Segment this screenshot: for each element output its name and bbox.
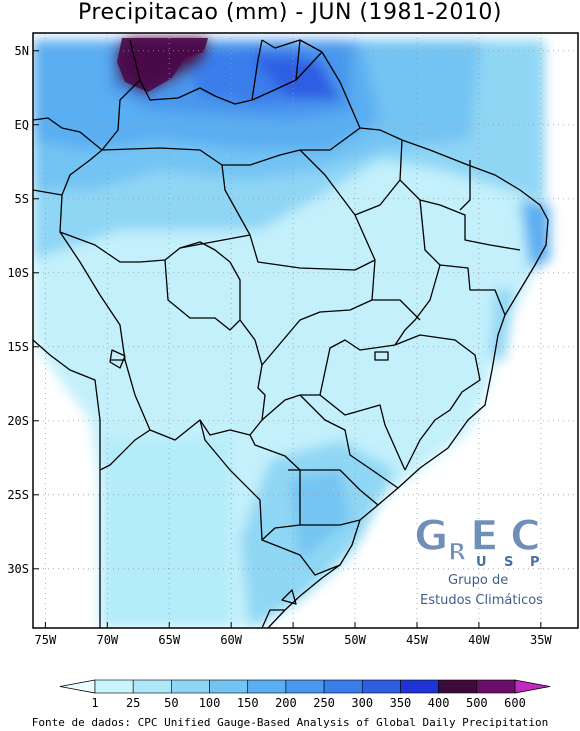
colorbar-bin	[323, 679, 363, 694]
axis-ticks: 75W 70W 65W 60W 55W 50W 45W 40W 35W 5N EQ 5S 10S 15S 2…	[7, 44, 552, 647]
lat-label: 5S	[15, 192, 29, 206]
colorbar-bin	[400, 679, 439, 694]
colorbar-min-arrow	[59, 679, 96, 694]
colorbar-bin	[285, 679, 325, 694]
logo-line2: Estudos Climáticos	[420, 593, 543, 608]
colorbar-label: 300	[351, 696, 373, 710]
coastline	[261, 39, 549, 628]
logo-letter-g: G	[414, 511, 448, 560]
colorbar-label: 600	[504, 696, 526, 710]
colorbar-label: 500	[466, 696, 488, 710]
lon-label: 55W	[282, 633, 304, 647]
lat-label: 30S	[7, 562, 29, 576]
map-title: Precipitacao (mm) - JUN (1981-2010)	[78, 0, 502, 25]
political-boundaries	[33, 39, 549, 628]
logo-letter-r: R	[448, 538, 466, 566]
colorbar-label: 1	[91, 696, 98, 710]
border-chile	[33, 339, 101, 628]
border-peru	[33, 189, 126, 361]
lon-label: 50W	[344, 633, 366, 647]
border-colombia	[33, 117, 103, 151]
colorbar-bin	[476, 679, 516, 694]
lon-label: 40W	[468, 633, 490, 647]
lat-label: 5N	[15, 44, 29, 58]
lake-titicaca	[109, 349, 126, 369]
colorbar-bin	[247, 679, 287, 694]
colorbar-label: 100	[199, 696, 221, 710]
colorbar-label: 50	[164, 696, 178, 710]
colorbar-max-arrow	[514, 679, 551, 694]
coastal-lagoon	[281, 589, 297, 605]
lon-label: 75W	[35, 633, 57, 647]
lat-label: 20S	[7, 414, 29, 428]
colorbar-bin	[438, 679, 478, 694]
grec-usp-logo: G R E C U S P Grupo de Estudos Climático…	[413, 510, 543, 608]
colorbar-bin	[361, 679, 401, 694]
colorbar-bin	[171, 679, 210, 694]
border-west	[59, 79, 301, 471]
svg-text:P: P	[530, 555, 540, 570]
colorbar-label: 150	[237, 696, 259, 710]
border-argentina	[99, 429, 341, 576]
svg-text:S: S	[504, 555, 513, 570]
map-frame	[32, 32, 579, 629]
lat-label: 10S	[7, 266, 29, 280]
data-source-note: Fonte de dados: CPC Unified Gauge-Based …	[31, 716, 549, 729]
colorbar-bin	[132, 679, 172, 694]
logo-letter-e: E	[470, 511, 499, 560]
border-guianas	[251, 39, 301, 101]
colorbar-label: 25	[126, 696, 140, 710]
colorbar-bin	[94, 679, 134, 694]
logo-letter-c: C	[510, 511, 541, 560]
border-paraguay	[199, 419, 301, 541]
lon-label: 45W	[406, 633, 428, 647]
federal-district	[374, 351, 389, 361]
lon-label: 60W	[220, 633, 242, 647]
colorbar-label: 250	[313, 696, 335, 710]
lat-label: 15S	[7, 340, 29, 354]
lon-label: 70W	[96, 633, 118, 647]
colorbar-label: 350	[390, 696, 412, 710]
border-north	[129, 39, 323, 105]
border-uruguay	[261, 609, 285, 628]
lon-label: 35W	[530, 633, 552, 647]
lat-lon-grid	[33, 33, 578, 628]
state-boundaries	[101, 127, 521, 526]
colorbar-bin	[209, 679, 249, 694]
lon-label: 65W	[158, 633, 180, 647]
colorbar: 1 25 50 100 150 200 250 300 350 400 500 600	[59, 679, 551, 710]
border-bolivia	[124, 259, 251, 441]
colorbar-label: 400	[428, 696, 450, 710]
logo-line1: Grupo de	[448, 573, 508, 588]
lat-label: EQ	[15, 118, 29, 132]
colorbar-label: 200	[275, 696, 297, 710]
lat-label: 25S	[7, 488, 29, 502]
logo-usp: U	[476, 555, 487, 570]
